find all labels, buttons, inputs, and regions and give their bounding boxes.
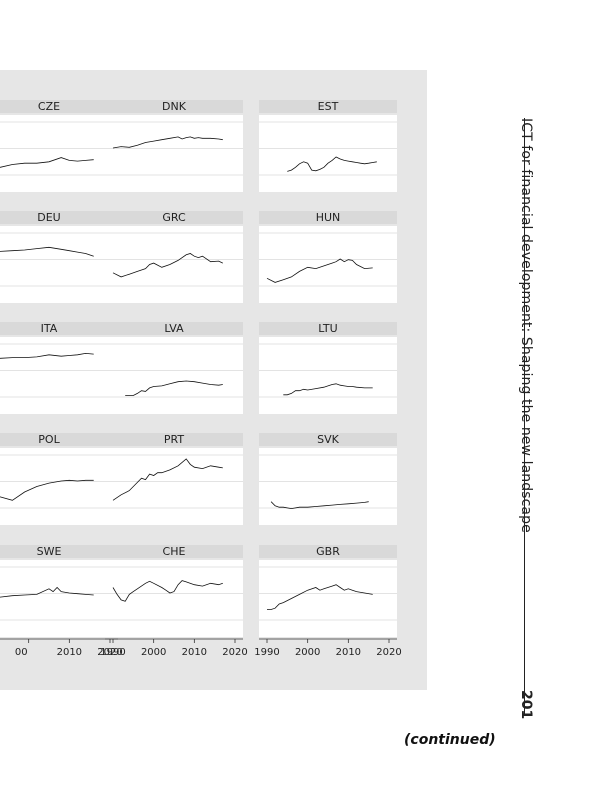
- panel-label: SVK: [317, 433, 340, 446]
- panel-dnk: DNK: [105, 100, 243, 192]
- panel-cze: CZE: [0, 100, 118, 192]
- panel-strip: [105, 545, 243, 558]
- x-tick-label: 2000: [141, 647, 166, 658]
- series-line-hun: [266, 258, 373, 283]
- panel-label: SWE: [37, 545, 62, 558]
- plot-area: [105, 448, 243, 525]
- panel-strip: [259, 211, 397, 224]
- plot-area: [105, 115, 243, 192]
- series-line-dnk: [112, 136, 223, 149]
- plot-area: [0, 560, 118, 637]
- series-line-svk: [270, 501, 369, 510]
- plot-area: [0, 115, 118, 192]
- running-header-rule: [524, 118, 547, 714]
- panel-prt: PRT: [105, 433, 243, 525]
- x-tick-label: 00: [15, 647, 28, 658]
- panel-label: CHE: [163, 545, 186, 558]
- series-line-deu: [0, 246, 94, 257]
- plot-area: [0, 337, 118, 414]
- panel-pol: POL: [0, 433, 118, 525]
- panel-label: EST: [318, 100, 339, 113]
- panel-strip: [105, 211, 243, 224]
- panel-strip: [259, 545, 397, 558]
- x-tick-label: 2020: [97, 647, 122, 658]
- panel-strip: [0, 322, 118, 335]
- x-axis: 1990 2000 2010 2020: [254, 638, 402, 658]
- plot-area: [259, 560, 397, 637]
- panel-grc: GRC: [105, 211, 243, 303]
- x-tick-label: 2010: [57, 647, 82, 658]
- x-tick-label: 1990: [254, 647, 279, 658]
- panel-strip: [105, 322, 243, 335]
- plot-area: [259, 448, 397, 525]
- plot-area: [105, 337, 243, 414]
- plot-area: [0, 448, 118, 525]
- series-line-che: [112, 580, 223, 602]
- panel-strip: [259, 100, 397, 113]
- panel-strip: [105, 100, 243, 113]
- panel-label: PRT: [164, 433, 184, 446]
- panel-strip: [0, 100, 118, 113]
- panel-strip: [0, 545, 118, 558]
- panel-label: LTU: [318, 322, 337, 335]
- plot-area: [105, 560, 243, 637]
- panel-che: CHE: [105, 545, 243, 637]
- panel-strip: [259, 322, 397, 335]
- panel-label: ITA: [41, 322, 58, 335]
- panel-svk: SVK: [259, 433, 397, 525]
- series-line-est: [287, 156, 377, 172]
- series-line-gbr: [267, 584, 373, 610]
- x-tick-label: 2010: [182, 647, 207, 658]
- plot-area: [0, 226, 118, 303]
- panel-lva: LVA: [105, 322, 243, 414]
- panel-label: LVA: [164, 322, 184, 335]
- panel-strip: [0, 211, 118, 224]
- page-number: 201: [518, 690, 534, 720]
- x-axis: 1990 2000 2010 2020: [100, 638, 248, 658]
- panel-est: EST: [259, 100, 397, 192]
- x-tick-label: 1990: [100, 647, 125, 658]
- x-tick-label: 2020: [376, 647, 401, 658]
- panel-hun: HUN: [259, 211, 397, 303]
- series-line-prt: [112, 458, 223, 501]
- panel-label: HUN: [316, 211, 341, 224]
- series-line-pol: [0, 479, 94, 501]
- small-multiples-chart: CZE DNK EST DEU GRC HUN ITA LVA LTU POL PRT SVK SWE C…: [0, 100, 402, 658]
- panel-ltu: LTU: [259, 322, 397, 414]
- panel-label: CZE: [38, 100, 60, 113]
- panel-swe: SWE: [0, 545, 118, 637]
- series-line-grc: [112, 253, 223, 278]
- x-tick-label: 2000: [295, 647, 320, 658]
- series-line-ita: [0, 352, 94, 359]
- x-axis: 00 2010 2020: [0, 638, 123, 658]
- figure-panel: CZE DNK EST DEU GRC HUN ITA LVA LTU POL PRT SVK SWE C…: [0, 70, 427, 690]
- x-tick-label: 2010: [336, 647, 361, 658]
- panel-deu: DEU: [0, 211, 118, 303]
- plot-area: [105, 226, 243, 303]
- panel-label: DNK: [162, 100, 187, 113]
- series-line-cze: [0, 157, 94, 168]
- panel-gbr: GBR: [259, 545, 397, 637]
- series-line-swe: [0, 586, 94, 598]
- x-tick-label: 2020: [222, 647, 247, 658]
- running-header-title: ICT for financial development: Shaping t…: [518, 118, 534, 533]
- panel-label: GBR: [316, 545, 340, 558]
- panel-strip: [0, 433, 118, 446]
- panel-label: GRC: [162, 211, 186, 224]
- panel-label: DEU: [37, 211, 60, 224]
- series-line-lva: [125, 380, 223, 396]
- plot-area: [259, 337, 397, 414]
- panel-label: POL: [38, 433, 60, 446]
- panel-strip: [259, 433, 397, 446]
- plot-area: [259, 115, 397, 192]
- series-line-ltu: [283, 383, 373, 396]
- continued-note: (continued): [404, 732, 496, 748]
- panel-ita: ITA: [0, 322, 118, 414]
- panel-strip: [105, 433, 243, 446]
